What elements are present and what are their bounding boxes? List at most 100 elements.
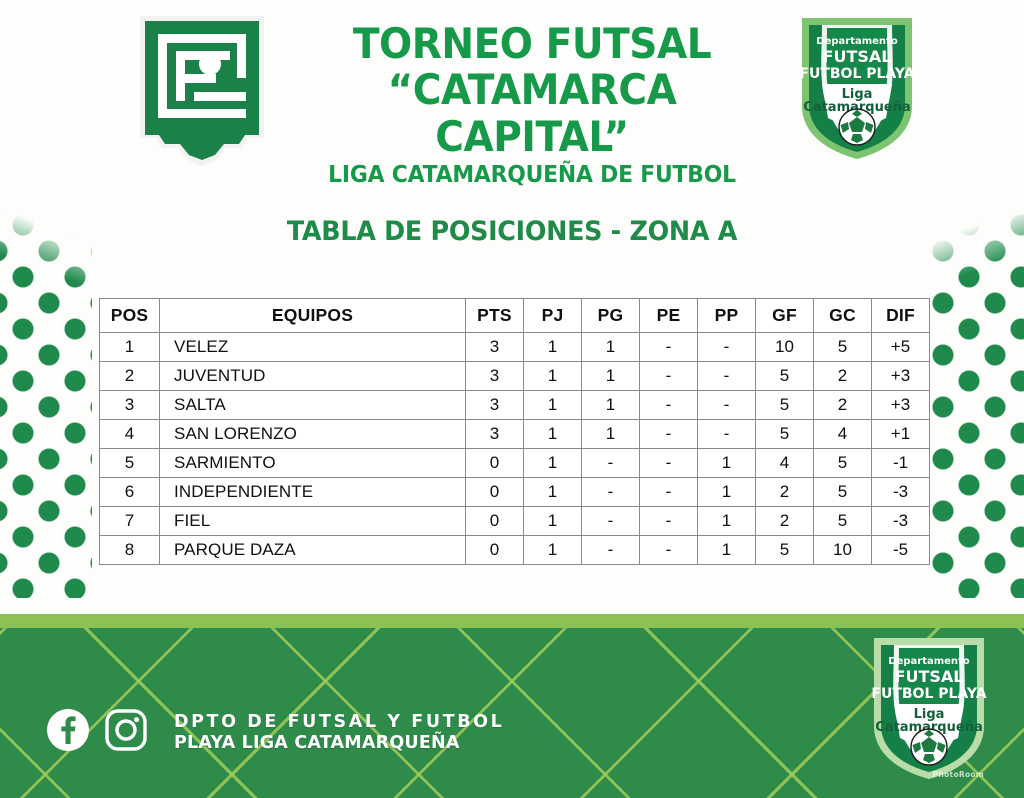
- poster-header: TORNEO FUTSAL “CATAMARCA CAPITAL” LIGA C…: [0, 0, 1024, 188]
- footer-text-block: DPTO DE FUTSAL Y FUTBOL PLAYA LIGA CATAM…: [174, 712, 504, 753]
- footer-diamond-pattern: [0, 628, 1024, 798]
- cell-dif: -5: [871, 535, 930, 565]
- cell-pos: 8: [99, 535, 160, 565]
- cell-pts: 3: [465, 332, 524, 362]
- footer-text-line-1: DPTO DE FUTSAL Y FUTBOL: [174, 712, 505, 733]
- column-header-dif: DIF: [871, 298, 930, 333]
- footer-badge-line-3: FUTBOL PLAYA: [871, 686, 986, 702]
- cell-team: JUVENTUD: [159, 361, 466, 391]
- cell-pe: -: [639, 477, 698, 507]
- cell-pts: 3: [465, 361, 524, 391]
- badge-line-1: Departamento: [816, 36, 898, 47]
- cell-dif: +3: [871, 361, 930, 391]
- cell-pos: 7: [99, 506, 160, 536]
- futsal-playa-badge-footer: Departamento FUTSAL FUTBOL PLAYA Liga Ca…: [870, 634, 988, 782]
- cell-pts: 0: [465, 477, 524, 507]
- cell-gf: 5: [755, 419, 814, 449]
- cell-dif: +3: [871, 390, 930, 420]
- cell-pe: -: [639, 448, 698, 478]
- cell-pe: -: [639, 361, 698, 391]
- futsal-playa-badge-header: Departamento FUTSAL FUTBOL PLAYA Liga Ca…: [798, 14, 916, 162]
- footer-social-block: DPTO DE FUTSAL Y FUTBOL PLAYA LIGA CATAM…: [46, 708, 504, 757]
- cell-gf: 10: [755, 332, 814, 362]
- cell-pe: -: [639, 506, 698, 536]
- cell-team: PARQUE DAZA: [159, 535, 466, 565]
- cell-pg: -: [581, 448, 640, 478]
- table-row: 3 SALTA 3 1 1- -5 2 +3: [99, 390, 930, 420]
- cell-pos: 1: [99, 332, 160, 362]
- footer-badge-line-2: FUTSAL: [895, 667, 964, 686]
- cell-pg: 1: [581, 419, 640, 449]
- page-title-line-1: TORNEO FUTSAL: [352, 19, 712, 68]
- cell-pos: 2: [99, 361, 160, 391]
- cell-pe: -: [639, 332, 698, 362]
- table-row: 4 SAN LORENZO 3 1 1- -5 4 +1: [99, 419, 930, 449]
- column-header-pp: PP: [697, 298, 756, 333]
- decorative-dots-left: [0, 186, 92, 598]
- cell-gc: 5: [813, 332, 872, 362]
- soccer-ball-icon: [910, 728, 948, 766]
- cell-gc: 5: [813, 477, 872, 507]
- footer-text-line-2: PLAYA LIGA CATAMARQUEÑA: [174, 732, 460, 753]
- cell-dif: -1: [871, 448, 930, 478]
- poster-footer: [0, 614, 1024, 798]
- cell-pj: 1: [523, 477, 582, 507]
- cell-gf: 5: [755, 361, 814, 391]
- cell-pp: 1: [697, 535, 756, 565]
- soccer-ball-icon: [838, 108, 876, 146]
- cell-pp: 1: [697, 477, 756, 507]
- cell-pg: -: [581, 535, 640, 565]
- column-header-gc: GC: [813, 298, 872, 333]
- cell-pts: 3: [465, 419, 524, 449]
- table-row: 5 SARMIENTO 0 1- -1 4 5 -1: [99, 448, 930, 478]
- cell-gf: 2: [755, 477, 814, 507]
- title-block: TORNEO FUTSAL “CATAMARCA CAPITAL” LIGA C…: [282, 19, 782, 191]
- badge-line-4: Liga: [842, 87, 873, 102]
- cell-pj: 1: [523, 448, 582, 478]
- table-row: 6 INDEPENDIENTE 0 1- -1 2 5 -3: [99, 477, 930, 507]
- cell-pos: 6: [99, 477, 160, 507]
- cell-gf: 5: [755, 535, 814, 565]
- cell-pp: 1: [697, 506, 756, 536]
- cell-pp: -: [697, 419, 756, 449]
- cell-dif: -3: [871, 506, 930, 536]
- cell-pj: 1: [523, 361, 582, 391]
- footer-badge-line-5: Catamarqueña: [875, 720, 982, 735]
- cell-pg: 1: [581, 361, 640, 391]
- cell-gf: 5: [755, 390, 814, 420]
- cell-pp: -: [697, 361, 756, 391]
- cell-team: INDEPENDIENTE: [159, 477, 466, 507]
- table-row: 8 PARQUE DAZA 0 1- -1 5 10 -5: [99, 535, 930, 565]
- cell-pg: 1: [581, 332, 640, 362]
- cell-pts: 0: [465, 448, 524, 478]
- instagram-icon[interactable]: [104, 708, 148, 757]
- cell-pos: 5: [99, 448, 160, 478]
- cell-pe: -: [639, 390, 698, 420]
- section-title: TABLA DE POSICIONES - ZONA A: [286, 216, 738, 247]
- cell-pj: 1: [523, 535, 582, 565]
- column-header-gf: GF: [755, 298, 814, 333]
- cell-gc: 2: [813, 390, 872, 420]
- cell-gc: 10: [813, 535, 872, 565]
- footer-band: [0, 628, 1024, 798]
- cell-team: SALTA: [159, 390, 466, 420]
- facebook-icon[interactable]: [46, 708, 90, 757]
- cell-gf: 2: [755, 506, 814, 536]
- cell-pts: 0: [465, 535, 524, 565]
- page-subtitle: LIGA CATAMARQUEÑA DE FUTBOL: [328, 162, 736, 189]
- footer-accent-stripe: [0, 614, 1024, 628]
- cell-pts: 0: [465, 506, 524, 536]
- cell-dif: +5: [871, 332, 930, 362]
- cell-pe: -: [639, 419, 698, 449]
- page-title-line-2: “CATAMARCA CAPITAL”: [387, 65, 677, 162]
- cell-pos: 4: [99, 419, 160, 449]
- cell-team: VELEZ: [159, 332, 466, 362]
- cell-pj: 1: [523, 506, 582, 536]
- cell-pp: -: [697, 332, 756, 362]
- table-row: 7 FIEL 0 1- -1 2 5 -3: [99, 506, 930, 536]
- liga-catamarquena-shield-logo: [136, 14, 268, 166]
- column-header-pts: PTS: [465, 298, 524, 333]
